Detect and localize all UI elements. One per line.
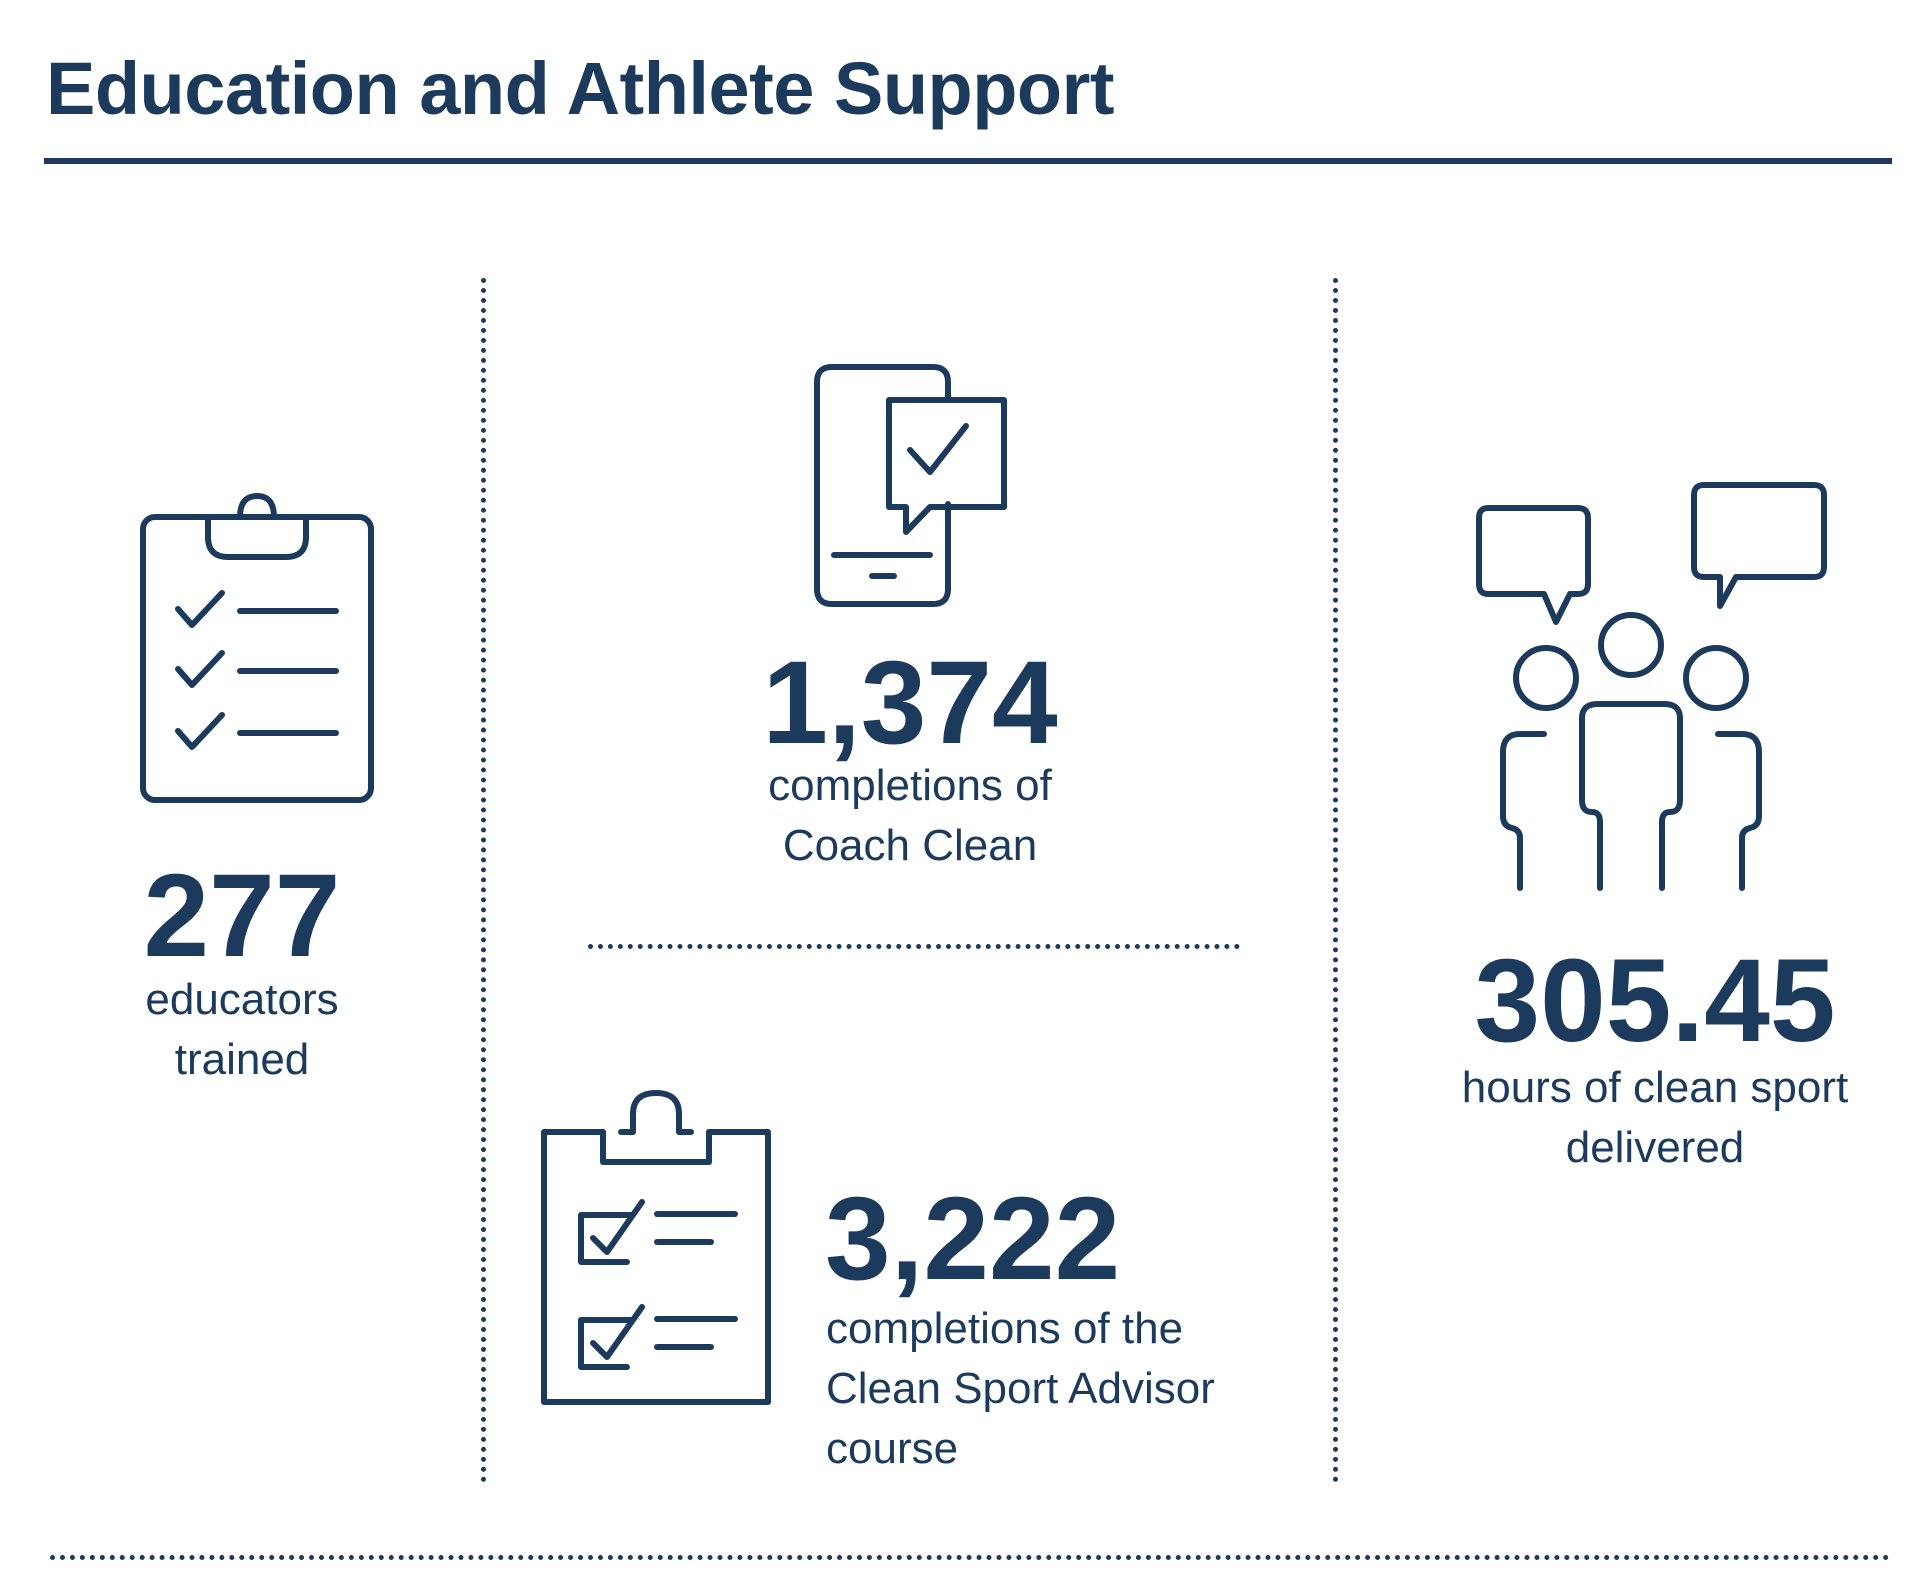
stat-label-csa-line1: completions of the xyxy=(826,1304,1184,1353)
stat-value-hours: 305.45 xyxy=(1474,935,1836,1067)
vertical-divider-left xyxy=(481,278,486,1483)
people-speech-bubbles-icon xyxy=(1476,482,1828,892)
stat-value-coach-clean: 1,374 xyxy=(762,637,1058,769)
stat-value-clean-sport-advisor: 3,222 xyxy=(825,1173,1121,1305)
stat-label-hours-line2: delivered xyxy=(1565,1123,1745,1172)
page-title: Education and Athlete Support xyxy=(46,47,1115,130)
stat-label-educators-line1: educators xyxy=(145,975,339,1024)
stat-label-csa-line2: Clean Sport Advisor xyxy=(826,1364,1215,1413)
vertical-divider-right xyxy=(1333,278,1338,1483)
stat-label-educators-line2: trained xyxy=(174,1035,310,1084)
footer-divider xyxy=(50,1555,1890,1560)
stat-label-coach-clean-line2: Coach Clean xyxy=(782,821,1038,870)
clipboard-checklist-icon xyxy=(140,493,374,803)
stat-value-educators: 277 xyxy=(143,850,341,982)
title-underline xyxy=(44,158,1892,164)
stat-label-coach-clean-line1: completions of xyxy=(768,761,1052,810)
stat-label-csa-line3: course xyxy=(826,1424,959,1473)
stat-label-hours-line1: hours of clean sport xyxy=(1461,1063,1849,1112)
horizontal-divider-middle xyxy=(588,944,1240,949)
mobile-phone-check-message-icon xyxy=(814,364,1008,607)
clipboard-checkbox-icon xyxy=(541,1090,771,1405)
